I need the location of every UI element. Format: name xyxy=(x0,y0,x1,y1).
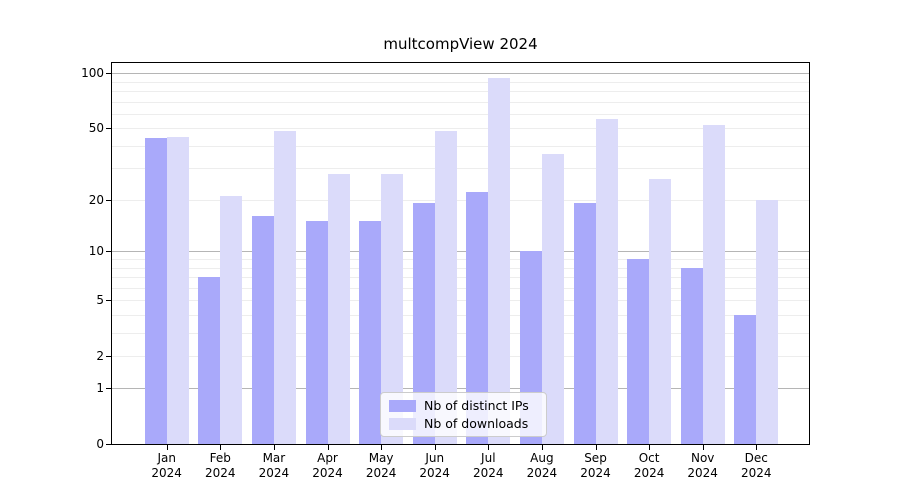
y-tick-label-2: 2 xyxy=(96,348,104,363)
bar-nb-of-downloads-apr xyxy=(327,173,350,444)
y-tick-2 xyxy=(106,355,111,357)
x-tick-label-jun: Jun 2024 xyxy=(419,451,450,480)
bar-nb-of-distinct-ips-nov xyxy=(680,267,703,444)
legend: Nb of distinct IPs Nb of downloads xyxy=(380,392,547,437)
bar-nb-of-distinct-ips-jan xyxy=(144,138,167,444)
legend-item-distinct-ips: Nb of distinct IPs xyxy=(381,397,546,413)
x-tick-feb xyxy=(220,445,222,450)
gridline-8 xyxy=(112,267,809,269)
x-tick-label-sep: Sep 2024 xyxy=(580,451,611,480)
x-tick-may xyxy=(381,445,383,450)
bar-nb-of-distinct-ips-dec xyxy=(734,314,757,444)
bar-nb-of-distinct-ips-oct xyxy=(627,259,650,444)
x-tick-oct xyxy=(649,445,651,450)
bar-nb-of-downloads-jul xyxy=(488,78,511,444)
y-tick-label-10: 10 xyxy=(88,244,104,259)
y-tick-label-100: 100 xyxy=(81,66,104,81)
x-tick-label-may: May 2024 xyxy=(365,451,397,480)
gridline-50 xyxy=(112,128,809,130)
bar-nb-of-downloads-aug xyxy=(541,154,564,444)
y-tick-20 xyxy=(106,199,111,201)
chart-title: multcompView 2024 xyxy=(383,35,538,53)
gridline-40 xyxy=(112,145,809,147)
gridline-70 xyxy=(112,101,809,103)
x-tick-dec xyxy=(756,445,758,450)
x-tick-jul xyxy=(488,445,490,450)
gridline-9 xyxy=(112,259,809,260)
bar-nb-of-downloads-feb xyxy=(220,195,243,444)
y-tick-label-0: 0 xyxy=(96,437,104,451)
y-tick-label-50: 50 xyxy=(88,121,104,136)
gridline-4 xyxy=(112,314,809,316)
gridline-7 xyxy=(112,277,809,278)
legend-item-downloads: Nb of downloads xyxy=(381,415,546,431)
gridline-90 xyxy=(112,81,809,83)
bar-nb-of-downloads-jun xyxy=(434,131,457,444)
bar-nb-of-distinct-ips-may xyxy=(359,221,382,444)
gridline-1 xyxy=(112,388,809,390)
x-tick-label-oct: Oct 2024 xyxy=(633,451,665,480)
gridline-100 xyxy=(112,73,809,75)
y-tick-label-1: 1 xyxy=(96,381,104,396)
x-tick-mar xyxy=(273,445,275,450)
y-tick-label-5: 5 xyxy=(96,293,104,308)
y-tick-100 xyxy=(106,73,111,75)
x-tick-jan xyxy=(166,445,168,450)
gridline-10 xyxy=(112,251,809,253)
x-tick-aug xyxy=(541,445,543,450)
y-tick-10 xyxy=(106,251,111,253)
gridline-20 xyxy=(112,199,809,201)
gridline-6 xyxy=(112,287,809,289)
bar-nb-of-distinct-ips-mar xyxy=(251,216,274,444)
x-tick-label-nov: Nov 2024 xyxy=(687,451,718,480)
legend-label-distinct-ips: Nb of distinct IPs xyxy=(424,397,529,413)
x-tick-jun xyxy=(434,445,436,450)
x-tick-label-dec: Dec 2024 xyxy=(741,451,772,480)
bar-nb-of-distinct-ips-sep xyxy=(573,203,596,444)
bar-nb-of-distinct-ips-jun xyxy=(412,203,435,444)
gridline-30 xyxy=(112,168,809,170)
bar-nb-of-downloads-sep xyxy=(595,119,618,444)
bar-nb-of-downloads-may xyxy=(381,173,404,444)
bar-nb-of-downloads-nov xyxy=(702,125,725,444)
x-tick-nov xyxy=(702,445,704,450)
x-tick-label-aug: Aug 2024 xyxy=(526,451,558,480)
bar-nb-of-downloads-mar xyxy=(273,131,296,444)
x-tick-label-mar: Mar 2024 xyxy=(258,451,290,480)
y-tick-1 xyxy=(106,388,111,390)
x-tick-label-apr: Apr 2024 xyxy=(312,451,343,480)
x-tick-label-jan: Jan 2024 xyxy=(151,451,182,480)
legend-swatch-downloads xyxy=(389,417,416,430)
bar-nb-of-distinct-ips-jul xyxy=(466,192,489,444)
gridline-80 xyxy=(112,91,809,92)
gridline-3 xyxy=(112,332,809,334)
bar-nb-of-downloads-jan xyxy=(166,136,189,444)
legend-swatch-distinct-ips xyxy=(389,399,416,412)
y-tick-0 xyxy=(106,444,111,445)
y-tick-5 xyxy=(106,300,111,302)
bar-nb-of-distinct-ips-apr xyxy=(305,221,328,444)
x-tick-sep xyxy=(595,445,597,450)
x-tick-label-feb: Feb 2024 xyxy=(205,451,236,480)
bar-nb-of-downloads-oct xyxy=(649,179,672,444)
bar-nb-of-downloads-dec xyxy=(756,199,779,444)
legend-label-downloads: Nb of downloads xyxy=(424,415,529,431)
gridline-2 xyxy=(112,355,809,357)
bar-nb-of-distinct-ips-feb xyxy=(198,277,221,444)
x-tick-label-jul: Jul 2024 xyxy=(473,451,504,480)
gridline-60 xyxy=(112,113,809,115)
y-tick-label-20: 20 xyxy=(88,192,104,207)
gridline-5 xyxy=(112,300,809,302)
x-tick-apr xyxy=(327,445,329,450)
y-tick-50 xyxy=(106,128,111,130)
